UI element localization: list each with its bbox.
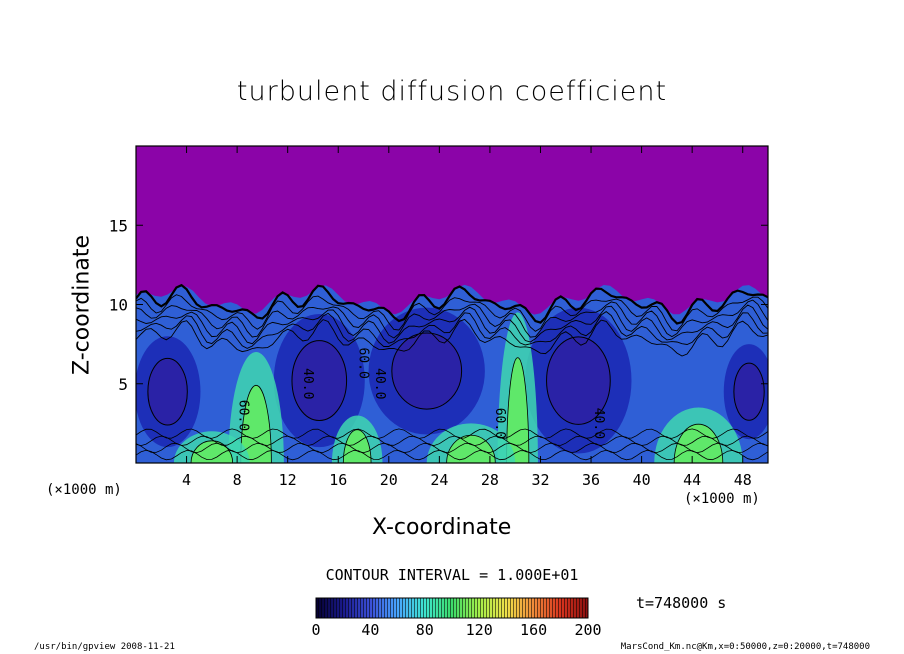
contour-labels: 40.060.040.060.0 60.0 40.0	[236, 347, 606, 439]
contour-label: 60.0	[356, 347, 371, 378]
colorbar-tick-label: 40	[361, 621, 379, 639]
contour-line	[136, 311, 768, 349]
eddy-inner-contour	[291, 340, 348, 422]
y-axis: 5 10 15	[109, 216, 768, 394]
eddy-inner-contour	[546, 336, 611, 425]
contour-line	[136, 299, 768, 339]
time-label: t=748000 s	[636, 594, 727, 612]
x-axis: 4 8 12 16 20 24 28 32 36 40 44 48	[182, 146, 752, 489]
contour-line	[136, 449, 768, 461]
eddy-inner-contour	[391, 332, 463, 410]
colorbar-frame	[315, 597, 589, 619]
colorbar-tick-label: 200	[574, 621, 601, 639]
contour-label: 40.0	[591, 408, 606, 439]
contour-label: 60.0	[236, 400, 251, 431]
footer-right: MarsCond_Km.nc@Km,x=0:50000,z=0:20000,t=…	[620, 642, 870, 652]
y-tick-label: 15	[109, 216, 128, 235]
contour-line	[136, 428, 768, 439]
contour-line	[136, 304, 768, 345]
eddy-inner-contour	[147, 357, 188, 426]
x-tick-label: 48	[734, 471, 752, 489]
x-unit-label: (×1000 m)	[684, 491, 760, 507]
footer-left: /usr/bin/gpview 2008-11-21	[34, 642, 175, 652]
plot-area	[136, 146, 768, 463]
contour-line	[136, 435, 768, 447]
eddy-inner-contour	[733, 362, 765, 421]
x-tick-label: 4	[182, 471, 191, 489]
contour-label: 60.0	[492, 408, 507, 439]
x-tick-label: 40	[633, 471, 651, 489]
contour-label: 40.0	[300, 368, 315, 399]
x-tick-label: 20	[380, 471, 398, 489]
x-tick-label: 32	[531, 471, 549, 489]
y-axis-label: Z-coordinate	[69, 235, 95, 375]
z-unit-label: (×1000 m)	[46, 482, 122, 498]
updraft-core	[673, 423, 724, 463]
contour-line	[136, 442, 768, 454]
updraft-core	[506, 357, 530, 463]
y-tick-label: 10	[109, 296, 128, 315]
x-tick-label: 36	[582, 471, 600, 489]
x-tick-label: 24	[430, 471, 448, 489]
chart-title: turbulent diffusion coefficient	[236, 76, 668, 107]
x-tick-label: 28	[481, 471, 499, 489]
contour-line	[136, 318, 768, 357]
x-tick-label: 16	[329, 471, 347, 489]
contour-line	[136, 283, 768, 325]
colorbar-contour-lines	[316, 598, 588, 618]
x-tick-label: 8	[233, 471, 242, 489]
contour-label: 40.0	[372, 368, 387, 399]
x-tick-label: 44	[683, 471, 701, 489]
y-tick-label: 5	[118, 375, 128, 394]
contour-line	[136, 294, 768, 332]
colorbar-tick-label: 0	[311, 621, 320, 639]
colorbar-tick-label: 160	[520, 621, 547, 639]
colorbar-tick-label: 120	[466, 621, 493, 639]
x-tick-label: 12	[279, 471, 297, 489]
colorbar-tick-label: 80	[416, 621, 434, 639]
contour-interval: CONTOUR INTERVAL = 1.000E+01	[325, 566, 579, 584]
x-axis-label: X-coordinate	[372, 515, 512, 540]
colorbar: 0 40 80 120 160 200	[311, 597, 602, 639]
